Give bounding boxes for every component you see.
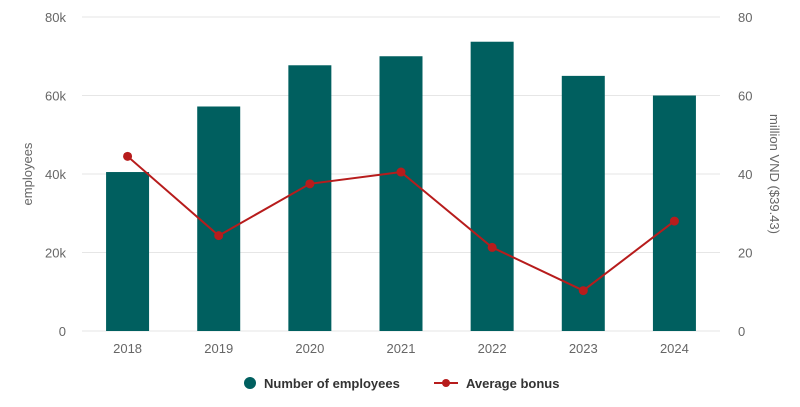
y-right-tick-label: 0 xyxy=(738,324,745,339)
y-right-tick-label: 40 xyxy=(738,167,752,182)
legend-label-average-bonus: Average bonus xyxy=(466,376,559,391)
y-left-tick-label: 40k xyxy=(45,167,66,182)
bonus-point-2021[interactable] xyxy=(396,167,406,177)
bar-2020[interactable] xyxy=(288,65,332,331)
line-series-average-bonus xyxy=(123,151,679,296)
bonus-point-2022[interactable] xyxy=(487,242,497,252)
bonus-point-2018[interactable] xyxy=(123,151,133,161)
y-left-tick-label: 80k xyxy=(45,10,66,25)
legend-label-employees: Number of employees xyxy=(264,376,400,391)
legend-item-average-bonus[interactable]: Average bonus xyxy=(434,376,559,391)
x-tick-label: 2023 xyxy=(569,341,598,356)
legend-marker-employees xyxy=(244,377,256,389)
y-axis-right-ticks: 0 20 40 60 80 xyxy=(738,10,752,339)
bar-2021[interactable] xyxy=(379,56,423,331)
y-right-tick-label: 60 xyxy=(738,89,752,104)
y-axis-left-title: employees xyxy=(20,142,35,205)
x-tick-label: 2021 xyxy=(387,341,416,356)
y-right-tick-label: 80 xyxy=(738,10,752,25)
y-left-tick-label: 20k xyxy=(45,246,66,261)
y-axis-right-title: million VND ($39.43) xyxy=(767,114,782,234)
legend-item-employees[interactable]: Number of employees xyxy=(244,376,400,391)
y-axis-left-ticks: 0 20k 40k 60k 80k xyxy=(45,10,66,339)
bonus-point-2023[interactable] xyxy=(578,286,588,296)
x-tick-label: 2020 xyxy=(295,341,324,356)
bar-2018[interactable] xyxy=(106,172,150,331)
x-tick-label: 2019 xyxy=(204,341,233,356)
bar-2022[interactable] xyxy=(470,41,514,331)
bonus-point-2019[interactable] xyxy=(214,231,224,241)
y-right-tick-label: 20 xyxy=(738,246,752,261)
x-tick-label: 2018 xyxy=(113,341,142,356)
legend-marker-average-bonus xyxy=(442,379,450,387)
bar-series-employees xyxy=(106,41,696,332)
x-tick-label: 2022 xyxy=(478,341,507,356)
bonus-point-2024[interactable] xyxy=(669,216,679,226)
legend: Number of employees Average bonus xyxy=(244,376,559,391)
x-axis-ticks: 2018 2019 2020 2021 2022 2023 2024 xyxy=(113,341,689,356)
bar-2024[interactable] xyxy=(652,95,696,332)
x-tick-label: 2024 xyxy=(660,341,689,356)
bar-2019[interactable] xyxy=(197,106,241,332)
bonus-point-2020[interactable] xyxy=(305,179,315,189)
y-left-tick-label: 0 xyxy=(59,324,66,339)
y-left-tick-label: 60k xyxy=(45,89,66,104)
